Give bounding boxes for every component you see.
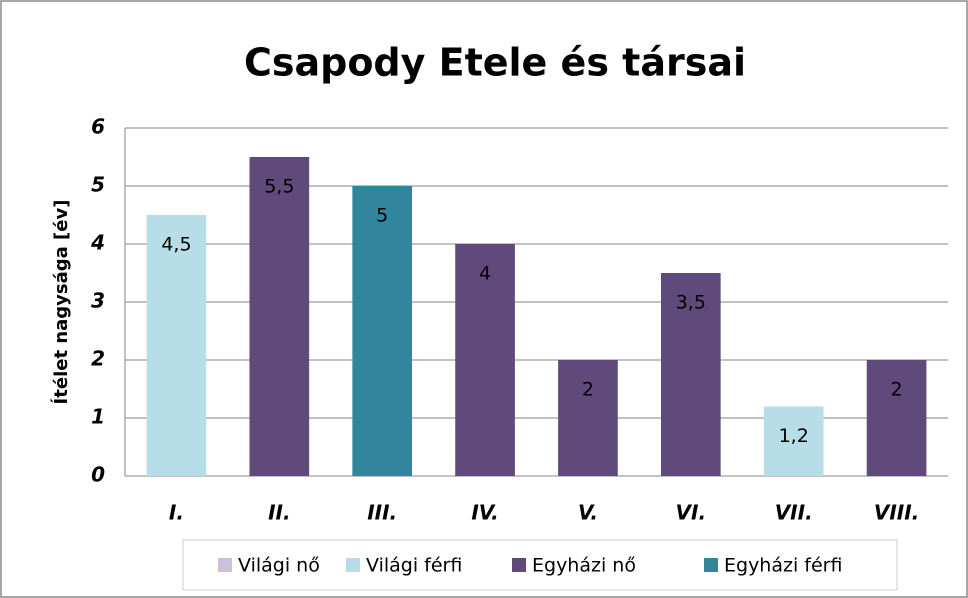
x-tick-label: III. (367, 501, 397, 525)
x-tick-label: IV. (471, 501, 498, 525)
bar (249, 157, 310, 476)
legend-swatch (704, 558, 718, 572)
y-tick-label: 5 (91, 173, 105, 197)
x-tick-label: V. (578, 501, 598, 525)
bar (866, 360, 927, 476)
x-tick-label: VIII. (874, 501, 919, 525)
legend-swatch (346, 558, 360, 572)
data-label: 3,5 (676, 292, 706, 314)
bar (660, 273, 721, 476)
y-tick-label: 2 (91, 347, 105, 371)
legend-label: Egyházi férfi (724, 555, 842, 577)
legend-swatch (218, 558, 232, 572)
x-tick-label: I. (169, 501, 184, 525)
x-tick-label: VI. (676, 501, 707, 525)
y-tick-label: 6 (91, 115, 105, 139)
bar (558, 360, 618, 476)
data-label: 2 (891, 379, 903, 401)
data-label: 2 (582, 379, 594, 401)
legend-box (182, 539, 898, 591)
x-tick-label: VII. (775, 501, 813, 525)
y-tick-label: 4 (90, 231, 105, 255)
legend-swatch (512, 558, 526, 572)
data-label: 4 (479, 263, 491, 285)
data-label: 4,5 (161, 234, 191, 256)
legend-label: Világi férfi (366, 555, 462, 577)
legend-label: Világi nő (238, 555, 320, 577)
bar (455, 244, 515, 476)
y-axis-label: Ítélet nagysága [év] (50, 200, 72, 405)
data-label: 5,5 (264, 176, 294, 198)
data-label: 1,2 (779, 425, 809, 447)
data-label: 5 (376, 205, 388, 227)
bar (146, 215, 207, 476)
bar (352, 186, 413, 476)
y-tick-label: 1 (91, 405, 105, 429)
bar (763, 406, 824, 476)
y-tick-label: 0 (91, 463, 105, 487)
chart-title: Csapody Etele és társai (244, 41, 746, 85)
legend-label: Egyházi nő (532, 555, 636, 577)
y-tick-label: 3 (91, 289, 105, 313)
x-tick-label: II. (268, 501, 290, 525)
